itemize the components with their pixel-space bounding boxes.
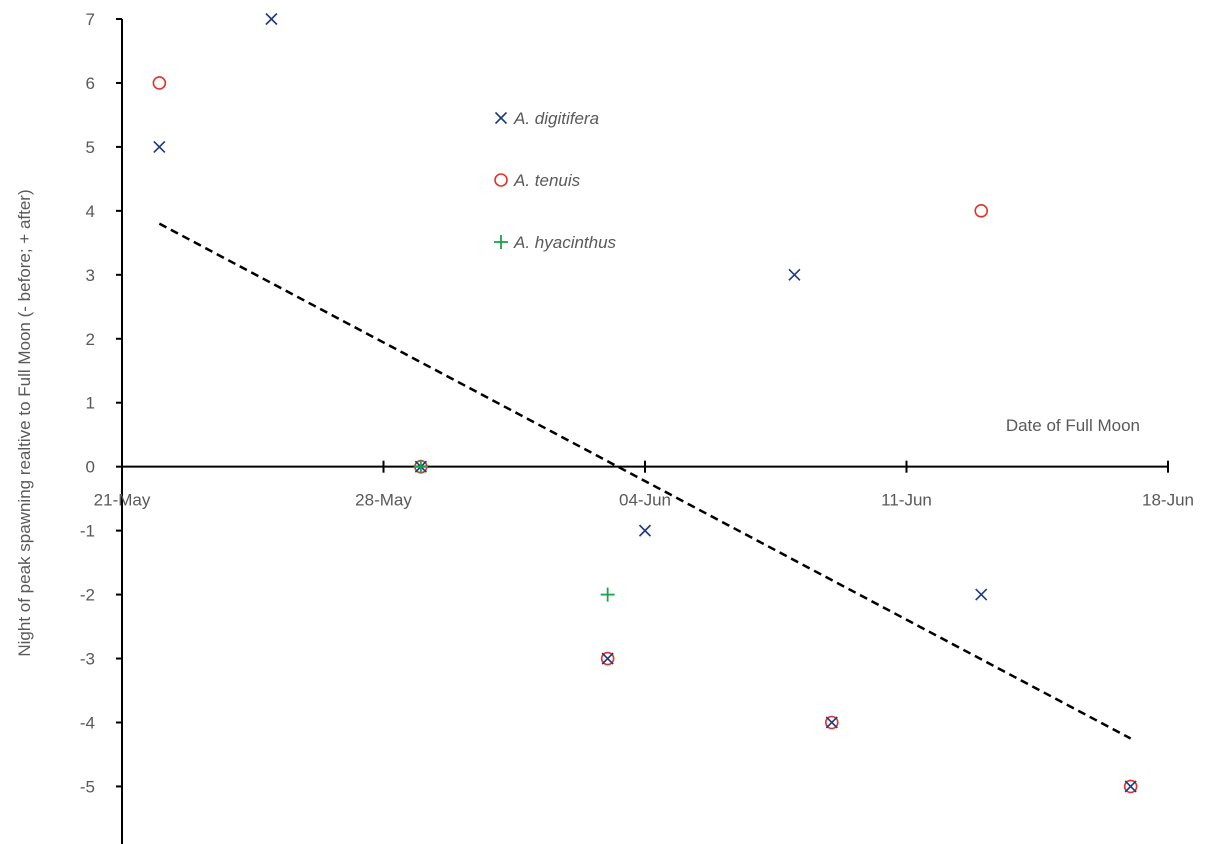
y-tick-label: -2 <box>80 586 95 605</box>
legend-marker-a-tenuis <box>494 173 508 187</box>
marker-stroke <box>601 652 614 665</box>
legend-marker-a-hyacinthus <box>494 235 508 249</box>
legend-marker-a-digitifera <box>494 111 508 125</box>
marker-stroke <box>638 524 652 537</box>
y-tick-label: 4 <box>86 202 95 221</box>
legend: A. digitifera A. tenuis A. hyacinthus <box>494 109 617 252</box>
marker-stroke <box>265 12 278 26</box>
marker-stroke <box>153 140 166 153</box>
marker-ring <box>824 715 839 730</box>
marker-stroke <box>975 588 988 601</box>
data-point-a-digitifera <box>265 12 278 26</box>
y-tick-label: 0 <box>86 458 95 477</box>
marker-ring <box>974 204 989 218</box>
x-tick-label: 18-Jun <box>1142 491 1194 510</box>
legend-label-a-hyacinthus: A. hyacinthus <box>513 233 617 252</box>
x-tick-label: 28-May <box>355 491 412 510</box>
data-point-a-digitifera <box>601 652 614 665</box>
x-axis-annotation: Date of Full Moon <box>1006 416 1140 435</box>
data-point-a-digitifera <box>153 140 166 153</box>
data-points-group <box>152 12 1138 794</box>
x-tick-label: 21-May <box>94 491 151 510</box>
y-tick-label: 5 <box>86 138 95 157</box>
x-tick-label: 04-Jun <box>619 491 671 510</box>
y-axis-title: Night of peak spawning realtive to Full … <box>15 189 34 656</box>
data-point-a-digitifera <box>825 716 838 729</box>
data-point-a-digitifera <box>638 524 652 537</box>
marker-stroke <box>825 716 838 729</box>
y-tick-label: 6 <box>86 74 95 93</box>
data-point-a-hyacinthus <box>413 459 428 474</box>
y-tick-label: 7 <box>86 10 95 29</box>
marker-stroke <box>1124 780 1137 793</box>
y-tick-label: -4 <box>80 713 95 732</box>
y-tick-label: -3 <box>80 650 95 669</box>
marker-ring <box>494 173 508 187</box>
trendline-group <box>158 222 1132 740</box>
trendline <box>158 222 1132 740</box>
y-tick-label: 3 <box>86 266 95 285</box>
marker-ring <box>152 76 167 90</box>
y-tick-label: -5 <box>80 777 95 796</box>
x-tick-label: 11-Jun <box>881 491 932 510</box>
data-point-a-tenuis <box>824 715 839 730</box>
data-point-a-digitifera <box>975 588 988 601</box>
data-point-a-tenuis <box>974 204 989 218</box>
y-tick-label: 2 <box>86 330 95 349</box>
y-tick-label: -1 <box>80 522 95 541</box>
marker-ring <box>1123 779 1138 794</box>
data-point-a-tenuis <box>600 651 615 666</box>
marker-ring <box>600 651 615 666</box>
legend-label-a-digitifera: A. digitifera <box>513 109 599 128</box>
marker-stroke <box>788 268 801 281</box>
data-point-a-digitifera <box>1124 780 1137 793</box>
legend-label-a-tenuis: A. tenuis <box>513 171 581 190</box>
data-point-a-tenuis <box>1123 779 1138 794</box>
data-point-a-tenuis <box>152 76 167 90</box>
marker-stroke <box>494 111 508 125</box>
data-point-a-digitifera <box>788 268 801 281</box>
y-tick-label: 1 <box>86 394 95 413</box>
axes-group: 7 6 5 4 3 2 1 0 -1 -2 -3 -4 -5 21-May 28-May 04-Jun 11-J… <box>80 10 1194 844</box>
data-point-a-hyacinthus <box>600 587 615 602</box>
